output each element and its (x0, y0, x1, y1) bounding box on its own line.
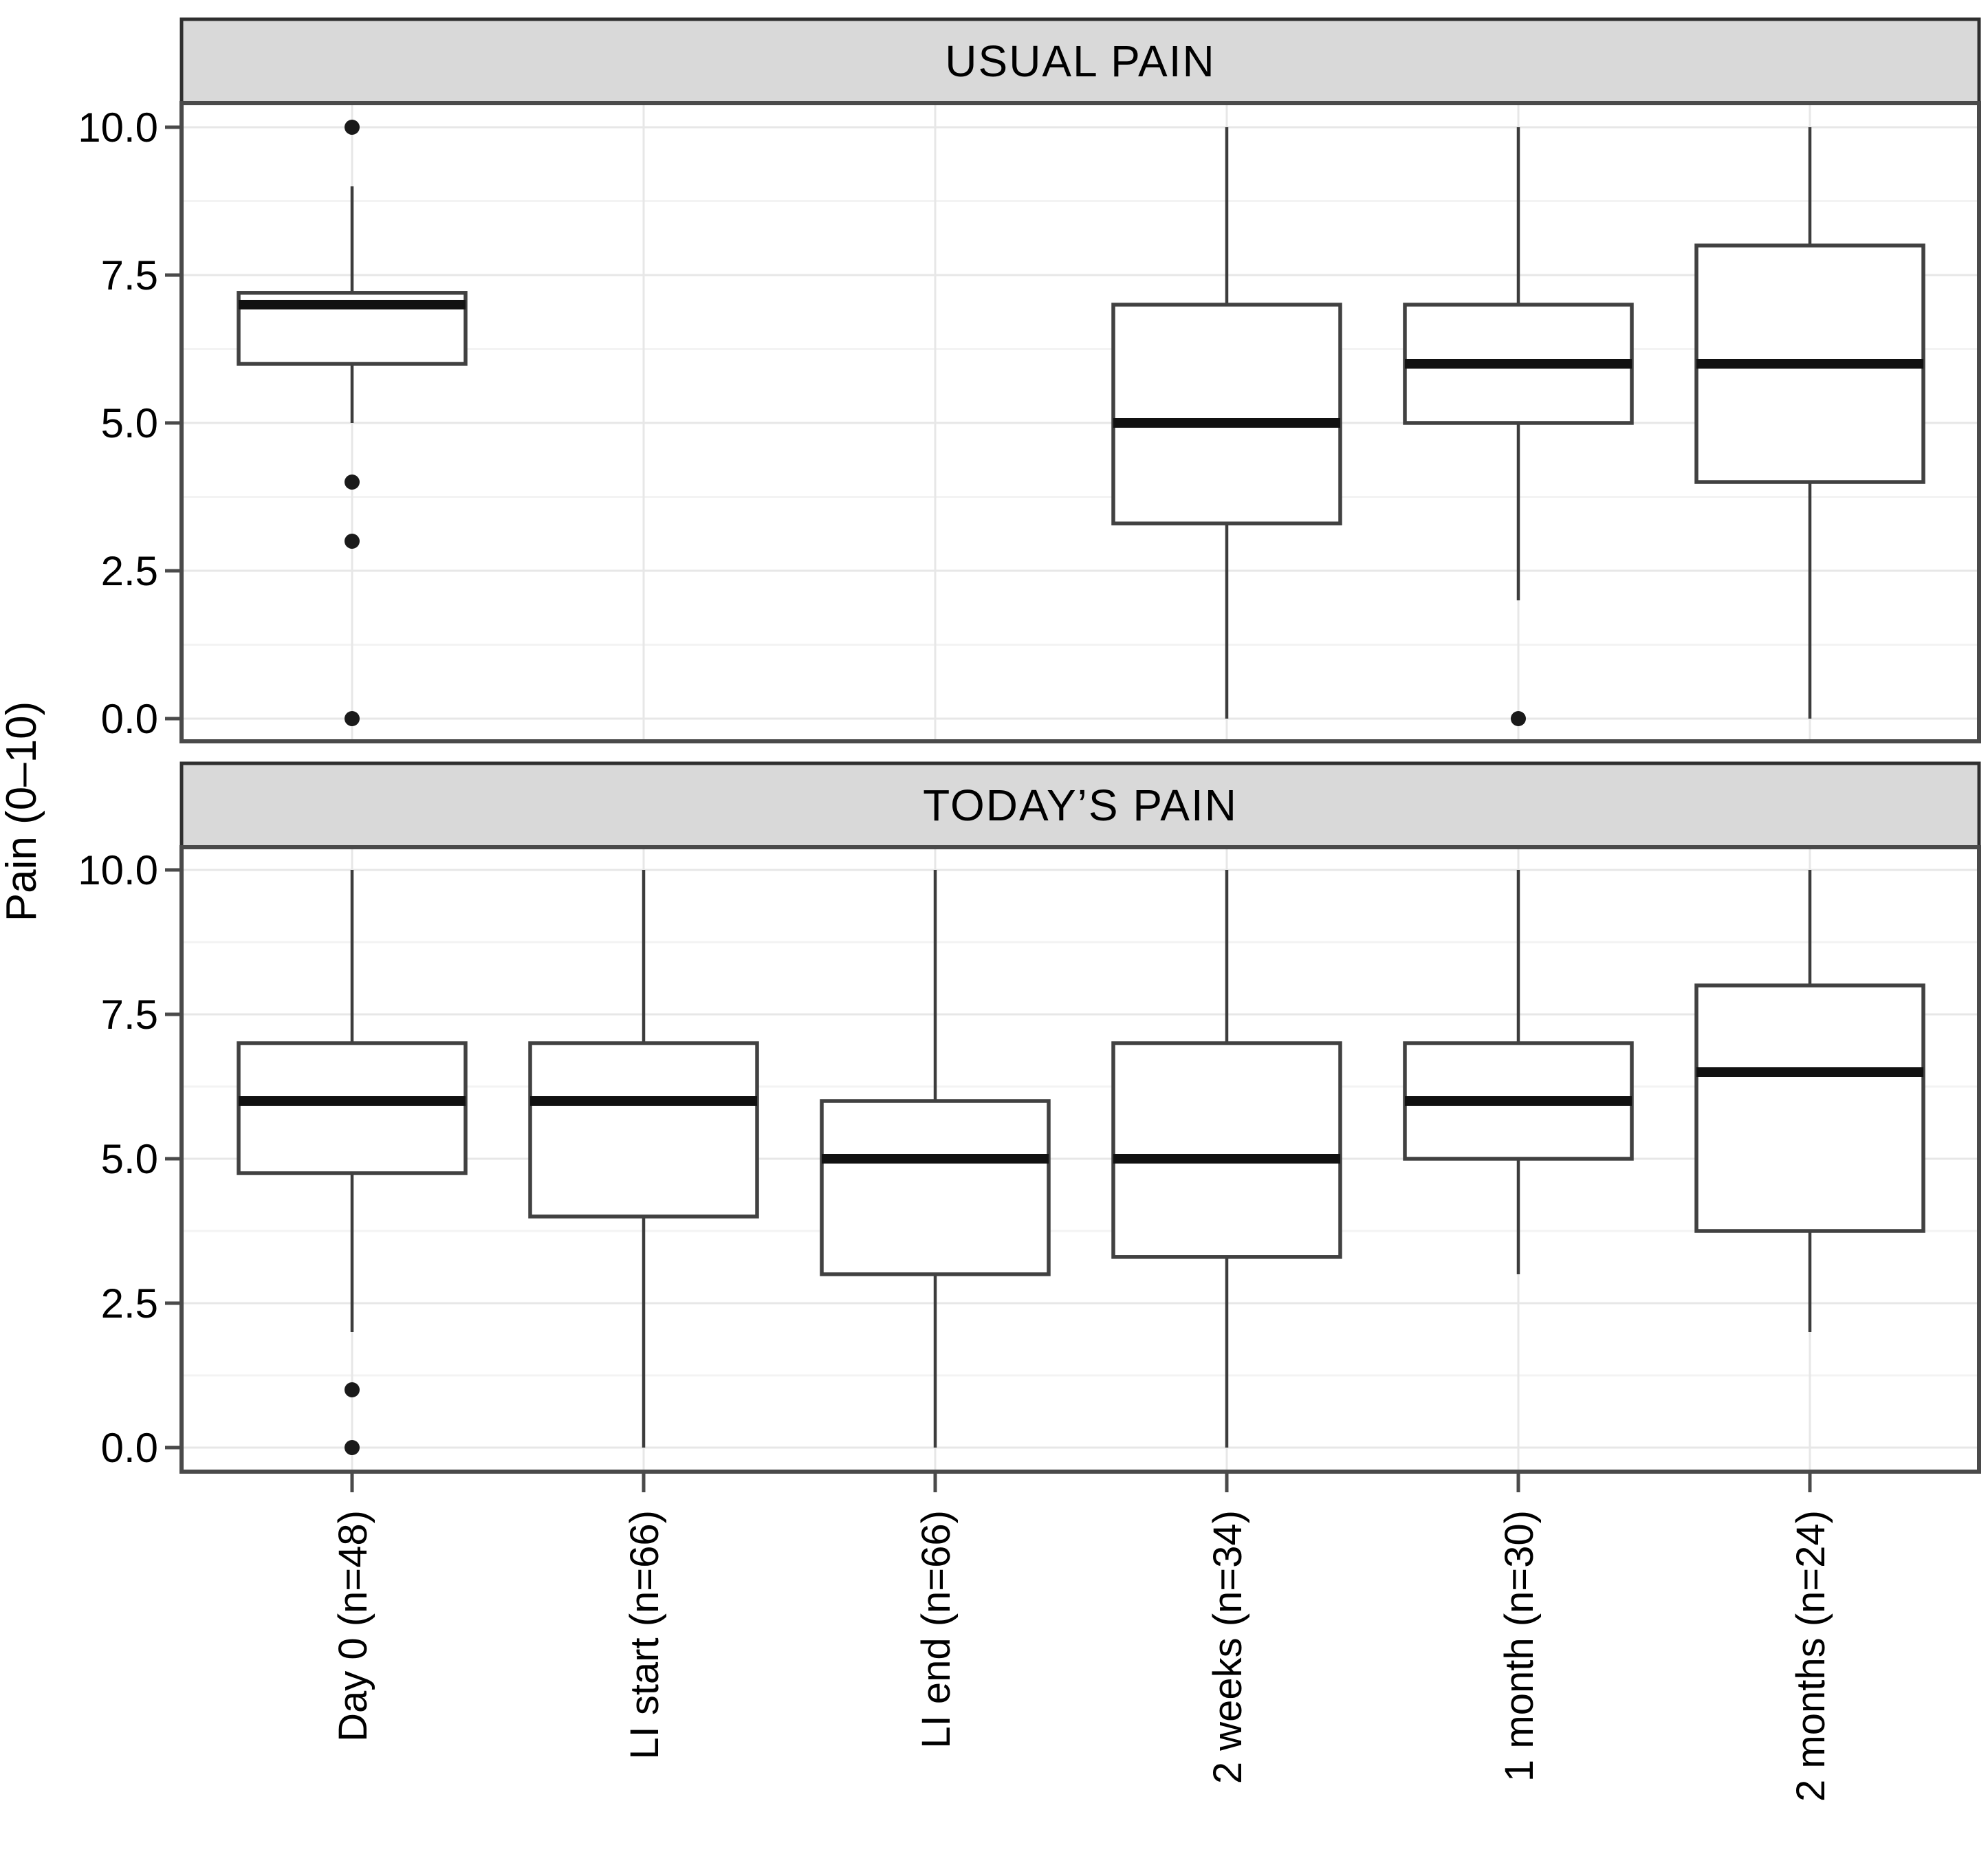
x-category-label: LI end (n=66) (914, 1510, 959, 1749)
y-tick-label: 2.5 (101, 548, 158, 594)
y-axis-title: Pain (0–10) (0, 701, 45, 922)
y-tick-label: 5.0 (101, 1136, 158, 1182)
x-axis: Day 0 (n=48) LI start (n=66) LI end (n=66)… (331, 1473, 1833, 1802)
facet-strip-usual (179, 17, 1981, 105)
facet-strip-todays (179, 761, 1981, 849)
boxplot-box (237, 1041, 468, 1175)
y-tick-label: 0.0 (101, 696, 158, 742)
facet-strip-title-todays: TODAY’S PAIN (923, 781, 1238, 830)
outlier-point (1511, 711, 1526, 726)
panel-content-usual (182, 103, 1979, 741)
outlier-point (345, 1382, 360, 1397)
facet-usual-pain: USUAL PAIN 10.0 7.5 5.0 2.5 0.0 (78, 17, 1981, 743)
x-category-label: 1 month (n=30) (1497, 1510, 1542, 1782)
y-tick-label: 10.0 (78, 105, 158, 151)
outlier-point (345, 1440, 360, 1455)
outlier-point (345, 475, 360, 490)
boxplot-box (820, 1099, 1051, 1276)
y-axis-usual: 10.0 7.5 5.0 2.5 0.0 (78, 105, 182, 742)
y-tick-label: 10.0 (78, 847, 158, 893)
x-category-label: Day 0 (n=48) (331, 1510, 375, 1742)
facet-todays-pain: TODAY’S PAIN 10.0 7.5 5.0 2.5 0.0 (78, 761, 1981, 1474)
boxplot-box (528, 1041, 759, 1219)
x-category-label: LI start (n=66) (622, 1510, 667, 1760)
boxplot-box (1694, 983, 1925, 1233)
y-tick-label: 7.5 (101, 992, 158, 1038)
boxplot-box (1111, 1041, 1342, 1259)
y-tick-label: 2.5 (101, 1280, 158, 1327)
outlier-point (345, 120, 360, 135)
y-axis-todays: 10.0 7.5 5.0 2.5 0.0 (78, 847, 182, 1471)
facet-strip-title-usual: USUAL PAIN (945, 36, 1215, 86)
outlier-point (345, 534, 360, 549)
y-tick-label: 0.0 (101, 1425, 158, 1471)
y-tick-label: 7.5 (101, 252, 158, 298)
panel-content-todays (182, 847, 1979, 1472)
x-category-label: 2 weeks (n=34) (1205, 1510, 1250, 1784)
boxplot-box (1111, 303, 1342, 525)
y-tick-label: 5.0 (101, 400, 158, 446)
x-category-label: 2 months (n=24) (1789, 1510, 1833, 1802)
outlier-point (345, 711, 360, 726)
